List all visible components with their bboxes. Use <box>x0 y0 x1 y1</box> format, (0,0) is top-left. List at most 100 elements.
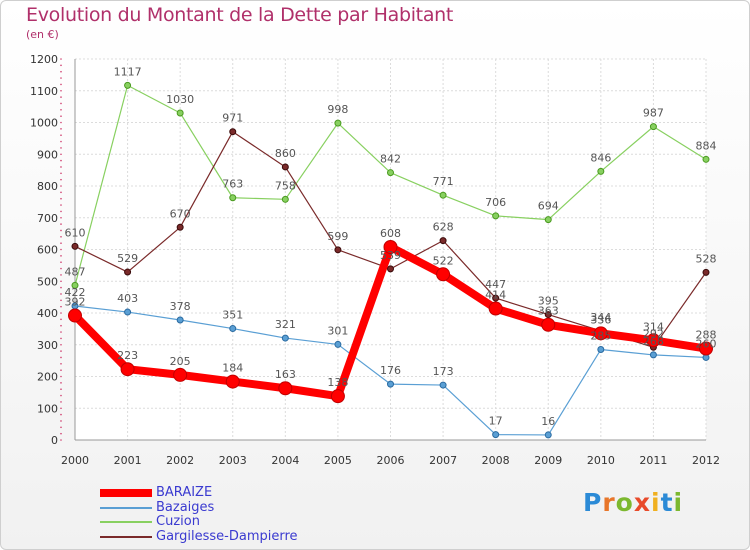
data-label: 971 <box>222 112 243 125</box>
y-minor-tick <box>60 369 62 371</box>
data-point <box>649 123 657 131</box>
data-label: 608 <box>380 227 401 240</box>
proxiti-logo: Proxiti <box>583 488 683 517</box>
data-label: 758 <box>275 179 296 192</box>
data-point <box>597 346 605 354</box>
data-label: 529 <box>117 252 138 265</box>
y-minor-tick <box>60 267 62 270</box>
data-label: 285 <box>590 330 611 343</box>
y-minor-tick <box>60 426 62 429</box>
data-label: 842 <box>380 153 401 166</box>
data-point <box>173 367 188 382</box>
data-point <box>646 333 661 348</box>
y-minor-tick <box>60 286 62 289</box>
y-minor-tick <box>60 121 62 124</box>
data-point <box>541 317 556 332</box>
y-tick-label: 800 <box>37 180 58 193</box>
x-tick-label: 2002 <box>166 454 194 467</box>
legend-label: BARAIZE <box>156 485 213 500</box>
data-point <box>229 194 237 202</box>
data-point <box>124 268 132 276</box>
y-minor-tick <box>60 242 62 244</box>
logo-letter: r <box>602 488 616 517</box>
y-minor-tick <box>60 318 62 321</box>
data-point <box>278 381 293 396</box>
y-minor-tick <box>60 210 62 213</box>
data-label: 268 <box>643 335 664 348</box>
y-minor-tick <box>60 420 62 422</box>
y-minor-tick <box>60 147 62 149</box>
y-minor-tick <box>60 153 62 156</box>
data-label: 205 <box>170 355 191 368</box>
y-tick-label: 1000 <box>30 117 58 130</box>
data-point <box>124 81 132 89</box>
logo-letter: x <box>633 488 651 517</box>
data-label: 528 <box>696 252 717 265</box>
x-tick-label: 2003 <box>219 454 247 467</box>
x-tick-label: 2008 <box>482 454 510 467</box>
data-point <box>383 239 398 254</box>
y-minor-tick <box>60 375 62 378</box>
data-point <box>68 308 82 323</box>
y-minor-tick <box>60 77 62 79</box>
y-minor-tick <box>60 248 62 251</box>
data-point <box>492 294 500 302</box>
data-label: 351 <box>222 309 243 322</box>
data-point <box>229 128 237 136</box>
data-label: 223 <box>117 349 138 362</box>
data-point <box>492 431 500 439</box>
data-label: 403 <box>117 292 138 305</box>
y-minor-tick <box>60 280 62 283</box>
data-label: 422 <box>65 286 86 299</box>
y-minor-tick <box>60 363 62 365</box>
data-point <box>544 216 552 224</box>
y-minor-tick <box>60 382 62 384</box>
y-tick-label: 500 <box>37 275 58 288</box>
x-tick-label: 2001 <box>114 454 142 467</box>
data-label: 292 <box>643 327 664 340</box>
data-label: 395 <box>538 295 559 308</box>
data-label: 539 <box>380 249 401 262</box>
data-label: 378 <box>170 300 191 313</box>
y-minor-tick <box>60 439 62 441</box>
data-label: 694 <box>538 200 559 213</box>
y-minor-tick <box>60 350 62 352</box>
legend-swatch <box>100 489 152 497</box>
data-point <box>699 341 713 356</box>
y-minor-tick <box>60 109 62 111</box>
y-minor-tick <box>60 89 62 92</box>
data-label: 301 <box>327 324 348 337</box>
y-minor-tick <box>60 191 62 194</box>
data-label: 522 <box>433 254 454 267</box>
data-point <box>544 311 552 319</box>
data-label: 138 <box>327 376 348 389</box>
data-point <box>387 265 394 273</box>
y-minor-tick <box>60 134 62 136</box>
data-label: 763 <box>222 178 243 191</box>
data-point <box>439 191 447 199</box>
y-tick-label: 300 <box>37 339 58 352</box>
y-minor-tick <box>60 229 62 232</box>
data-label: 17 <box>489 415 503 428</box>
legend-swatch <box>100 535 152 538</box>
y-minor-tick <box>60 261 62 264</box>
data-point <box>225 374 240 389</box>
data-point <box>387 169 394 177</box>
y-tick-label: 600 <box>37 244 58 257</box>
y-minor-tick <box>60 413 62 416</box>
data-label: 16 <box>541 415 555 428</box>
y-minor-tick <box>60 343 62 346</box>
y-minor-tick <box>60 166 62 168</box>
logo-letter: o <box>615 488 634 517</box>
data-label: 163 <box>275 368 296 381</box>
data-label: 1030 <box>166 93 194 106</box>
data-point <box>492 212 500 220</box>
y-tick-label: 700 <box>37 212 58 225</box>
data-label: 392 <box>65 296 86 309</box>
y-minor-tick <box>60 407 62 410</box>
y-minor-tick <box>60 216 62 219</box>
y-tick-label: 0 <box>51 434 58 447</box>
data-point <box>330 389 345 404</box>
x-tick-label: 2007 <box>429 454 457 467</box>
data-label: 260 <box>696 337 717 350</box>
